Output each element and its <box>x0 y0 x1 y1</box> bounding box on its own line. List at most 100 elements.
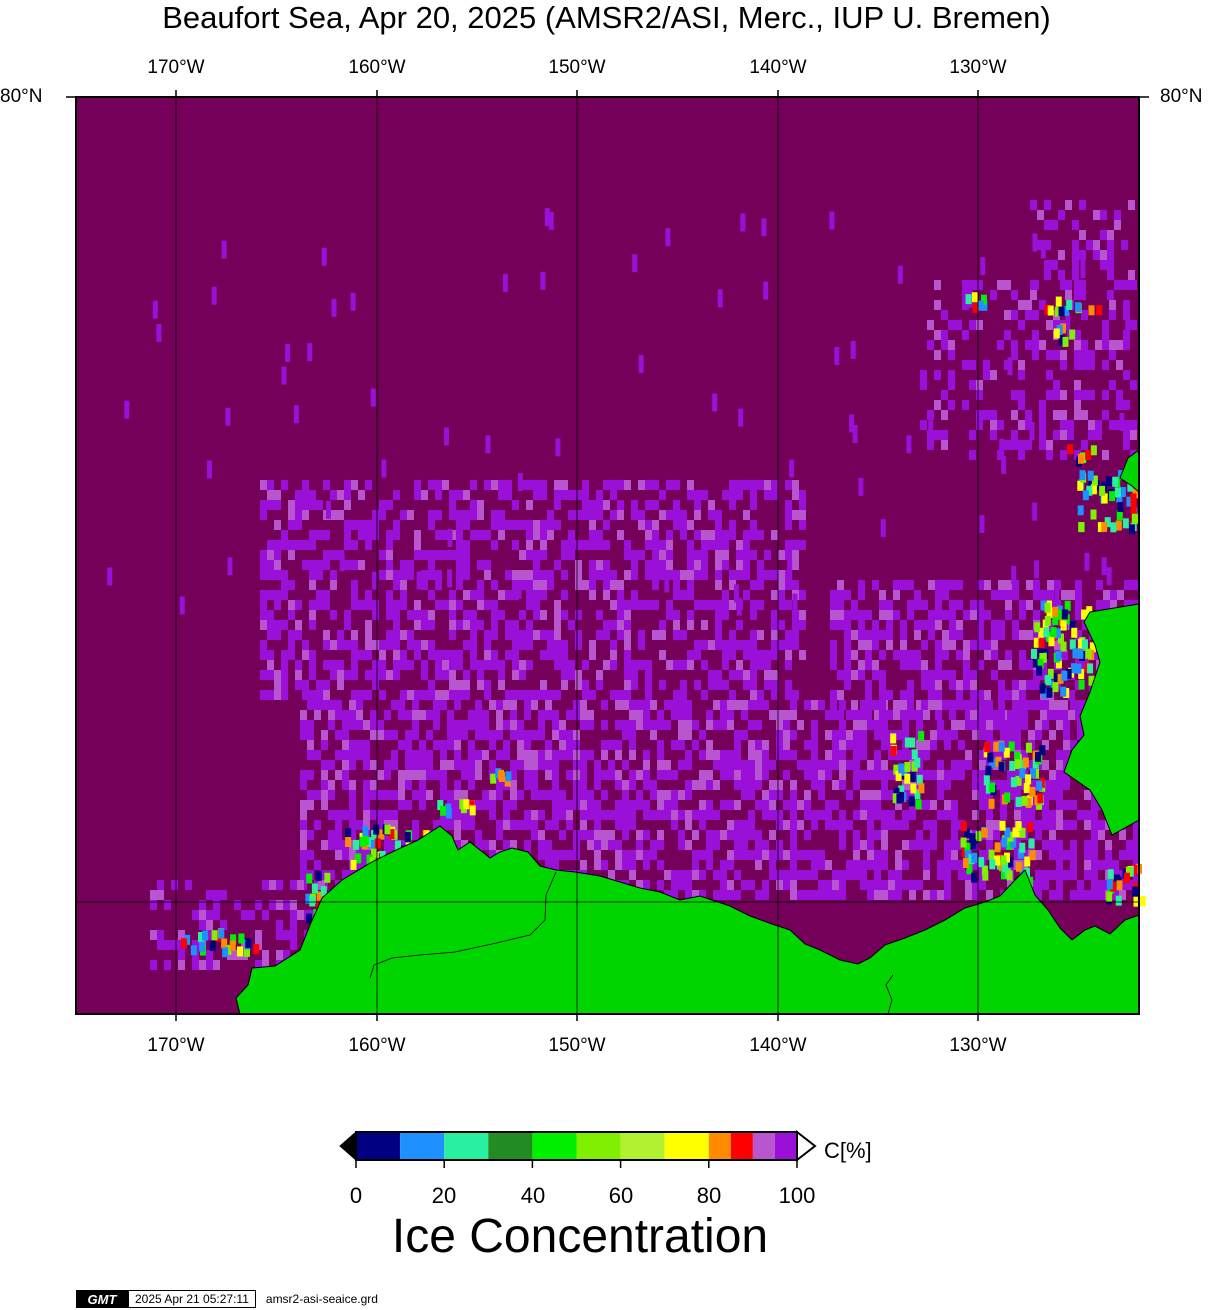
ice-cell <box>596 610 603 620</box>
ice-cell <box>792 620 799 630</box>
ice-cell <box>909 810 916 820</box>
ice-cell <box>559 850 566 860</box>
ice-cell <box>323 480 330 490</box>
ice-cell <box>297 880 304 890</box>
ice-cell-low <box>985 783 992 794</box>
ice-cell <box>886 600 893 610</box>
ice-cell <box>935 640 942 650</box>
ice-cell <box>484 690 491 700</box>
ice-cell <box>1091 840 1098 850</box>
ice-cell <box>157 890 164 900</box>
ice-cell <box>893 710 900 720</box>
ice-cell <box>673 630 680 640</box>
ice-cell <box>1019 660 1026 670</box>
ice-cell <box>678 710 685 720</box>
ice-cell <box>643 860 650 870</box>
ice-cell <box>573 850 580 860</box>
ice-cell <box>1018 370 1025 380</box>
ice-cell-low <box>1078 453 1085 464</box>
ice-cell <box>951 800 958 810</box>
ice-cell <box>715 570 722 580</box>
ice-cell <box>790 820 797 830</box>
ice-cell <box>386 610 393 620</box>
ice-cell <box>274 540 281 550</box>
ice-cell <box>1063 820 1070 830</box>
ice-cell <box>778 550 785 560</box>
ice-cell-low <box>1069 329 1076 340</box>
ice-cell <box>778 620 785 630</box>
ice-cell <box>589 650 596 660</box>
ice-cell <box>851 630 858 640</box>
ice-cell <box>405 710 412 720</box>
ice-cell <box>568 510 575 520</box>
ice-cell <box>342 740 349 750</box>
ice-cell <box>526 660 533 670</box>
ice-cell <box>652 540 659 550</box>
ice-cell-low <box>1003 747 1010 758</box>
ice-cell <box>358 520 365 530</box>
ice-cell <box>491 480 498 490</box>
ice-cell <box>942 700 949 710</box>
ice-cell <box>664 870 671 880</box>
ice-cell <box>344 520 351 530</box>
ice-cell <box>482 840 489 850</box>
ice-cell <box>454 740 461 750</box>
ice-cell <box>365 530 372 540</box>
ice-cell <box>769 870 776 880</box>
ice-cell <box>255 960 262 970</box>
ice-cell <box>722 550 729 560</box>
ice-cell <box>923 800 930 810</box>
ice-cell <box>442 600 449 610</box>
ice-cell <box>722 530 729 540</box>
ice-cell <box>729 630 736 640</box>
ice-cell <box>1072 220 1079 230</box>
ice-cell <box>1051 220 1058 230</box>
ice-cell <box>881 740 888 750</box>
ice-cell <box>267 490 274 500</box>
ice-cell <box>624 540 631 550</box>
ice-cell <box>980 257 986 276</box>
ice-cell <box>531 700 538 710</box>
ice-cell <box>881 720 888 730</box>
ice-cell <box>519 690 526 700</box>
ice-cell <box>596 560 603 570</box>
ice-cell <box>970 610 977 620</box>
ice-cell <box>288 630 295 640</box>
ice-cell <box>928 690 935 700</box>
ice-cell <box>1033 610 1040 620</box>
ice-cell <box>998 660 1005 670</box>
ice-cell <box>923 850 930 860</box>
ice-cell <box>762 750 769 760</box>
ice-cell <box>722 660 729 670</box>
ice-cell-low <box>1086 485 1093 496</box>
ice-cell-low <box>1064 600 1071 611</box>
ice-cell <box>657 740 664 750</box>
ice-cell <box>1004 330 1011 340</box>
ice-cell <box>874 750 881 760</box>
ice-cell <box>589 590 596 600</box>
ice-cell <box>659 620 666 630</box>
ice-cell <box>393 570 400 580</box>
ice-cell <box>921 700 928 710</box>
ice-cell <box>302 680 309 690</box>
ice-cell <box>1040 590 1047 600</box>
lon-label-bottom-170w: 170°W <box>147 1035 205 1056</box>
ice-cell <box>335 850 342 860</box>
ice-cell <box>414 530 421 540</box>
ice-cell-low <box>1078 668 1085 679</box>
ice-cell-low <box>1021 795 1028 806</box>
ice-cell <box>503 720 510 730</box>
ice-cell <box>503 820 510 830</box>
ice-cell <box>837 600 844 610</box>
ice-cell <box>580 750 587 760</box>
ice-cell <box>1081 360 1088 370</box>
ice-cell <box>858 630 865 640</box>
ice-cell <box>923 740 930 750</box>
ice-cell-low <box>1039 745 1046 756</box>
ice-cell <box>482 800 489 810</box>
border-line <box>369 871 557 979</box>
ice-cell <box>844 670 851 680</box>
ice-cell <box>1014 790 1021 800</box>
ice-cell <box>990 290 997 300</box>
ice-cell <box>470 590 477 600</box>
